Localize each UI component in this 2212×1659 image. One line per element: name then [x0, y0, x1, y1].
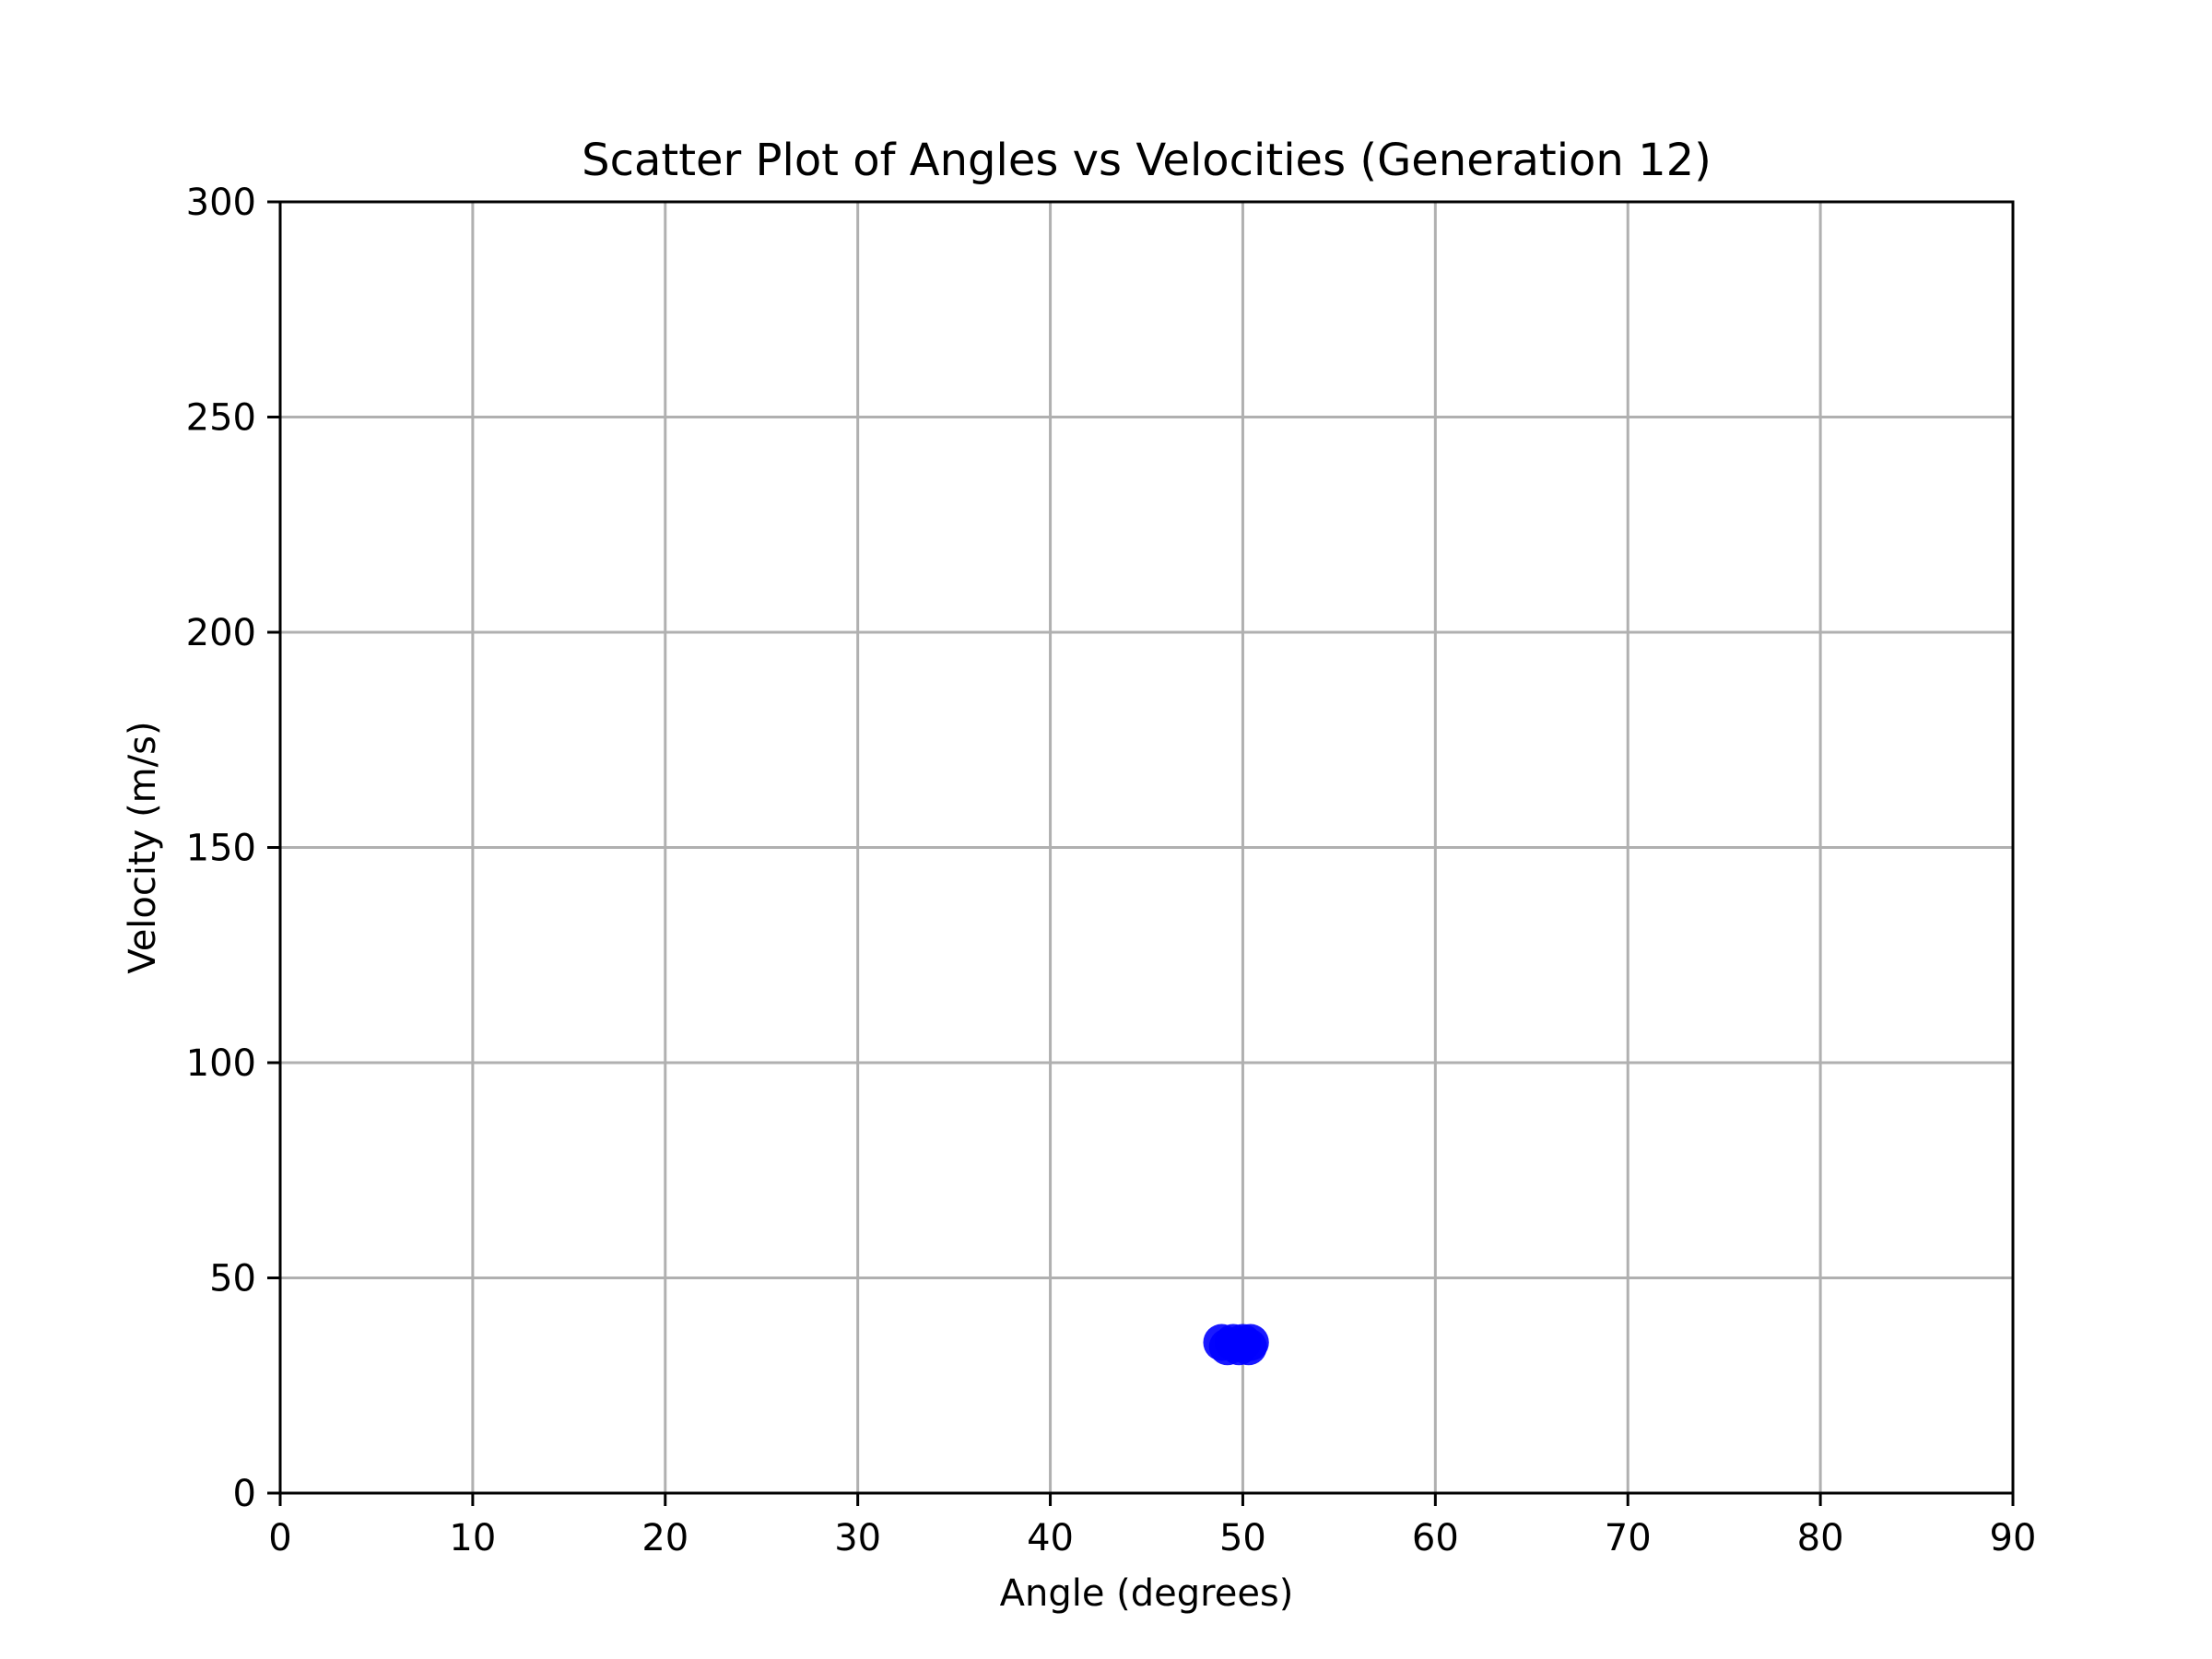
x-tick-label: 0: [268, 1517, 291, 1559]
y-tick-label: 100: [186, 1042, 256, 1085]
x-tick-label: 40: [1027, 1517, 1074, 1559]
points-layer: [1203, 1324, 1269, 1366]
y-tick-label: 250: [186, 397, 256, 440]
ticks-layer: 0 10 20 30 40 50 60 70 80 90 0 50 100 150 200 250 300: [186, 182, 2037, 1559]
y-tick-label: 0: [233, 1473, 256, 1515]
x-tick-label: 70: [1605, 1517, 1652, 1559]
x-tick-label: 80: [1797, 1517, 1844, 1559]
y-axis-label: Velocity (m/s): [122, 721, 164, 973]
chart-title: Scatter Plot of Angles vs Velocities (Ge…: [582, 135, 1712, 186]
y-tick-label: 300: [186, 182, 256, 224]
y-tick-label: 150: [186, 828, 256, 870]
x-tick-label: 60: [1412, 1517, 1459, 1559]
x-tick-label: 50: [1219, 1517, 1266, 1559]
x-tick-label: 20: [641, 1517, 688, 1559]
x-tick-label: 90: [1990, 1517, 2037, 1559]
y-tick-label: 200: [186, 612, 256, 654]
data-point: [1231, 1324, 1269, 1361]
x-tick-label: 30: [834, 1517, 881, 1559]
x-tick-label: 10: [449, 1517, 496, 1559]
x-axis-label: Angle (degrees): [1000, 1572, 1294, 1615]
y-tick-label: 50: [209, 1258, 256, 1300]
